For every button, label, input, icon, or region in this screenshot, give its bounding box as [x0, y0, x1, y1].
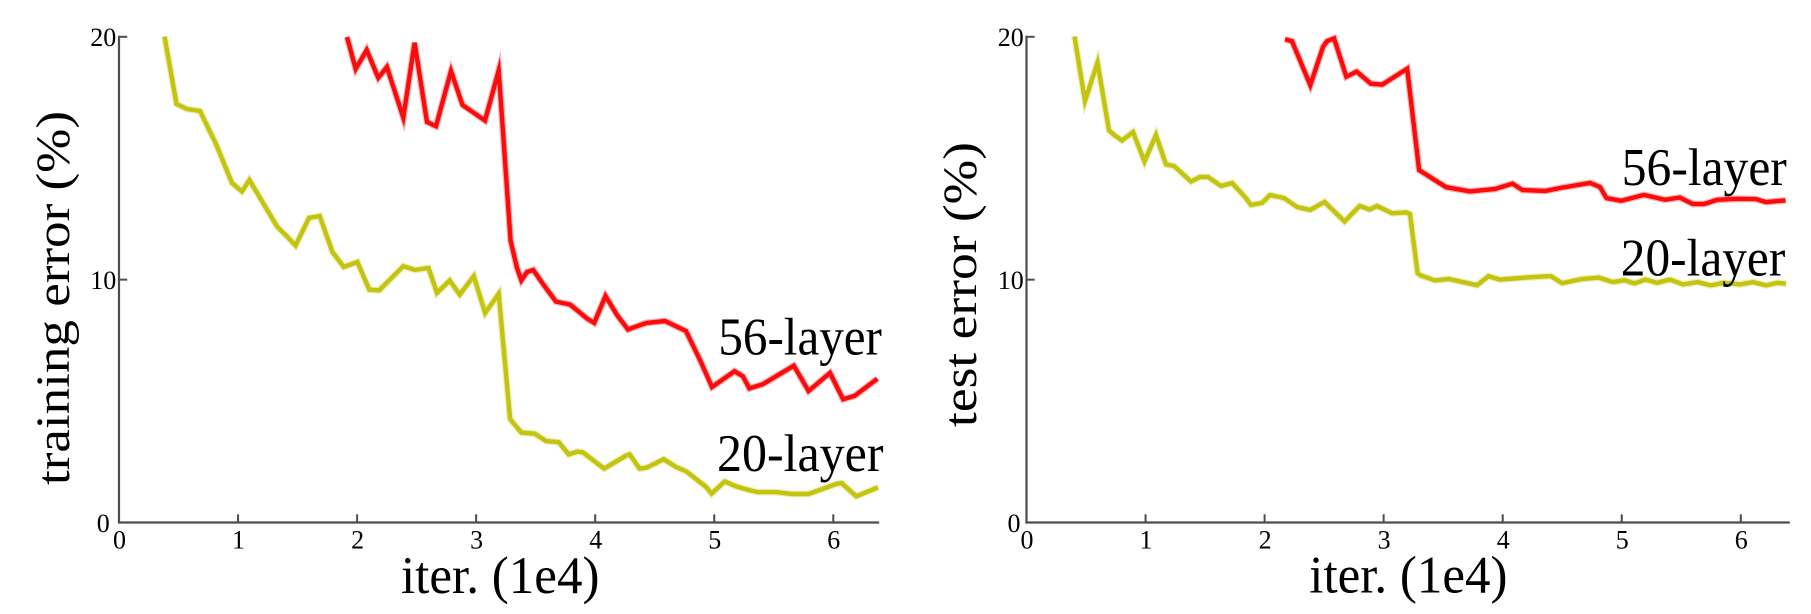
svg-text:iter. (1e4): iter. (1e4)	[1309, 547, 1507, 605]
svg-text:56-layer: 56-layer	[1622, 139, 1787, 197]
svg-text:3: 3	[1378, 526, 1391, 555]
svg-text:20-layer: 20-layer	[717, 425, 884, 483]
svg-text:0: 0	[113, 526, 126, 555]
svg-text:56-layer: 56-layer	[718, 308, 882, 366]
svg-text:4: 4	[1497, 526, 1510, 555]
svg-text:2: 2	[1259, 526, 1272, 555]
svg-text:20: 20	[998, 23, 1024, 52]
svg-text:0: 0	[97, 509, 110, 538]
svg-text:20: 20	[90, 23, 116, 52]
svg-text:training error (%): training error (%)	[27, 111, 80, 485]
svg-text:3: 3	[470, 526, 483, 555]
svg-text:0: 0	[1021, 526, 1034, 555]
svg-text:5: 5	[1616, 526, 1629, 555]
svg-text:test error (%): test error (%)	[934, 142, 987, 427]
svg-text:1: 1	[1140, 526, 1153, 555]
svg-text:10: 10	[90, 266, 116, 295]
svg-text:5: 5	[708, 526, 721, 555]
svg-text:4: 4	[589, 526, 602, 555]
svg-text:10: 10	[998, 266, 1024, 295]
svg-text:iter. (1e4): iter. (1e4)	[401, 547, 600, 605]
svg-text:0: 0	[1008, 509, 1021, 538]
svg-text:6: 6	[827, 526, 840, 555]
svg-text:6: 6	[1735, 526, 1748, 555]
svg-text:2: 2	[351, 526, 364, 555]
svg-text:1: 1	[232, 526, 245, 555]
svg-text:20-layer: 20-layer	[1621, 229, 1786, 287]
